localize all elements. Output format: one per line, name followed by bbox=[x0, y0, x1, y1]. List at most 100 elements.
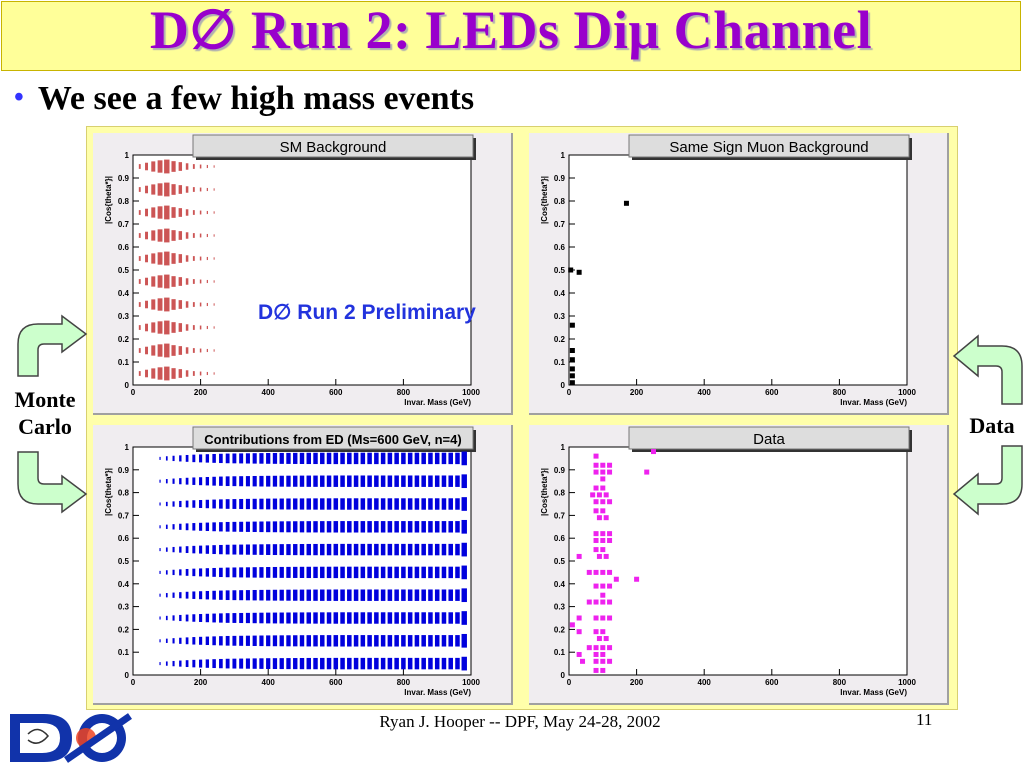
heatmap-cell bbox=[157, 275, 163, 288]
heatmap-cell bbox=[206, 302, 208, 307]
heatmap-cell bbox=[178, 277, 183, 286]
heatmap-cell bbox=[138, 256, 141, 261]
heatmap-cell bbox=[333, 475, 339, 487]
plot-panel-data: Data 0 0.1 0.2 0.3 0.4 0.5 0.6 0.7 0.8 0.9 1 0 200 400… bbox=[529, 425, 949, 705]
heatmap-cell bbox=[387, 566, 393, 579]
heatmap-cell bbox=[185, 209, 189, 216]
heatmap-cell bbox=[434, 543, 440, 556]
heatmap-cell bbox=[225, 453, 230, 464]
bullet-text: We see a few high mass events bbox=[37, 80, 475, 117]
scatter-point bbox=[569, 348, 575, 353]
y-tick-label: 0.8 bbox=[554, 489, 566, 498]
heatmap-cell bbox=[360, 612, 366, 624]
scatter-point bbox=[593, 485, 599, 491]
y-tick-label: 0.2 bbox=[554, 335, 566, 344]
scatter-point bbox=[596, 636, 602, 642]
d0-logo-icon bbox=[10, 713, 132, 763]
heatmap-cell bbox=[428, 498, 433, 510]
heatmap-cell bbox=[164, 251, 170, 266]
heatmap-cell bbox=[172, 660, 175, 667]
heatmap-cell bbox=[172, 524, 175, 530]
heatmap-cell bbox=[205, 568, 210, 577]
heatmap-cell bbox=[232, 590, 237, 601]
scatter-point bbox=[600, 547, 606, 553]
y-tick-label: 0.2 bbox=[118, 335, 130, 344]
heatmap-cell bbox=[165, 638, 168, 643]
heatmap-cell bbox=[232, 521, 237, 532]
heatmap-cell bbox=[225, 658, 230, 669]
heatmap-cell bbox=[212, 453, 216, 463]
scatter-point bbox=[607, 531, 613, 537]
y-tick-label: 0.3 bbox=[118, 603, 130, 612]
heatmap-cell bbox=[428, 657, 433, 670]
heatmap-cell bbox=[279, 612, 284, 624]
scatter-point bbox=[593, 462, 599, 468]
scatter-point bbox=[651, 449, 656, 455]
heatmap-cell bbox=[299, 475, 305, 487]
curved-arrow-down-right-icon bbox=[17, 314, 88, 377]
heatmap-cell bbox=[185, 301, 189, 308]
y-tick-label: 0.6 bbox=[554, 534, 566, 543]
heatmap-cell bbox=[441, 498, 447, 510]
heatmap-cell bbox=[293, 658, 298, 670]
heatmap-cell bbox=[428, 521, 433, 533]
heatmap-cell bbox=[428, 635, 433, 647]
heatmap-cell bbox=[326, 543, 332, 556]
heatmap-cell bbox=[428, 589, 433, 601]
heatmap-cell bbox=[461, 474, 467, 489]
x-tick-label: 0 bbox=[131, 678, 136, 687]
scatter-point bbox=[603, 636, 609, 642]
heatmap-cell bbox=[192, 659, 196, 668]
heatmap-cell bbox=[313, 589, 318, 601]
y-tick-label: 0.7 bbox=[554, 511, 566, 520]
heatmap-cell bbox=[192, 500, 196, 508]
heatmap-cell bbox=[199, 371, 202, 376]
heatmap-cell bbox=[428, 475, 433, 487]
heatmap-cell bbox=[414, 635, 420, 647]
heatmap-cell bbox=[353, 566, 359, 579]
heatmap-cell bbox=[225, 635, 230, 646]
heatmap-cell bbox=[293, 589, 298, 601]
heatmap-cell bbox=[441, 543, 447, 556]
scatter-point bbox=[593, 569, 599, 575]
heatmap-cell bbox=[165, 570, 168, 575]
heatmap-cell bbox=[219, 476, 223, 486]
heatmap-cell bbox=[279, 658, 284, 670]
heatmap-cell bbox=[199, 522, 203, 531]
plot-svg: Contributions from ED (Ms=600 GeV, n=4) 0… bbox=[104, 426, 480, 697]
heatmap-cell bbox=[434, 635, 440, 647]
heatmap-cell bbox=[448, 657, 453, 670]
heatmap-cell bbox=[179, 614, 182, 622]
heatmap-cell bbox=[192, 568, 196, 577]
heatmap-cell bbox=[333, 612, 339, 624]
heatmap-cell bbox=[179, 569, 182, 576]
heatmap-cell bbox=[421, 635, 426, 647]
heatmap-cell bbox=[179, 660, 182, 667]
heatmap-cell bbox=[199, 256, 202, 261]
heatmap-cell bbox=[185, 477, 189, 485]
heatmap-cell bbox=[286, 635, 291, 647]
heatmap-cell bbox=[421, 566, 426, 579]
heatmap-cell bbox=[421, 612, 426, 624]
heatmap-cell bbox=[164, 205, 170, 220]
heatmap-cell bbox=[380, 452, 386, 465]
heatmap-cell bbox=[407, 612, 413, 624]
scatter-point bbox=[603, 553, 609, 559]
heatmap-cell bbox=[151, 184, 156, 195]
heatmap-cell bbox=[461, 542, 467, 557]
scatter-point bbox=[593, 599, 599, 605]
scatter-point bbox=[593, 629, 599, 635]
heatmap-cell bbox=[313, 452, 318, 465]
heatmap-cell bbox=[185, 163, 189, 170]
heatmap-cell bbox=[266, 589, 271, 601]
heatmap-cell bbox=[213, 234, 215, 237]
heatmap-cell bbox=[367, 452, 372, 465]
heatmap-cell bbox=[192, 348, 195, 353]
x-tick-label: 200 bbox=[630, 678, 644, 687]
heatmap-cell bbox=[185, 232, 189, 239]
heatmap-cell bbox=[225, 567, 230, 578]
heatmap-cell bbox=[374, 543, 379, 556]
heatmap-cell bbox=[394, 475, 399, 487]
heatmap-cell bbox=[259, 589, 264, 601]
heatmap-cell bbox=[353, 612, 359, 624]
